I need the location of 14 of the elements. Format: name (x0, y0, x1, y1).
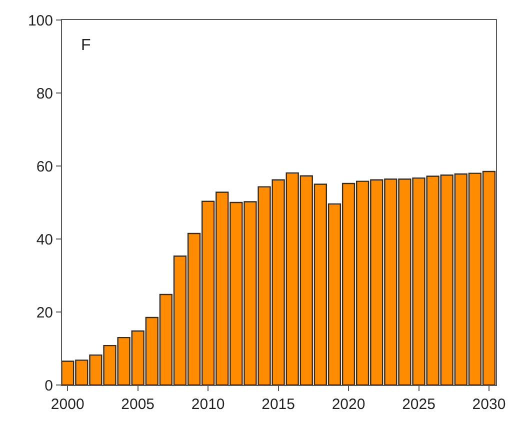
x-tick-label: 2020 (332, 396, 366, 413)
y-tick-label: 40 (36, 231, 53, 248)
x-tick-label: 2015 (262, 396, 295, 413)
annotation: F (81, 37, 91, 54)
x-tick-label: 2000 (50, 396, 84, 413)
y-tick-label: 60 (36, 158, 53, 176)
y-tick-label: 80 (36, 85, 53, 102)
x-tick-label: 2030 (472, 396, 506, 413)
y-tick-label: 0 (44, 377, 53, 394)
x-tick-label: 2005 (121, 396, 155, 413)
x-tick-label: 2010 (191, 396, 225, 413)
x-tick-label: 2025 (402, 396, 436, 413)
y-tick-label: 20 (36, 304, 53, 322)
y-tick-label: 100 (28, 12, 53, 30)
